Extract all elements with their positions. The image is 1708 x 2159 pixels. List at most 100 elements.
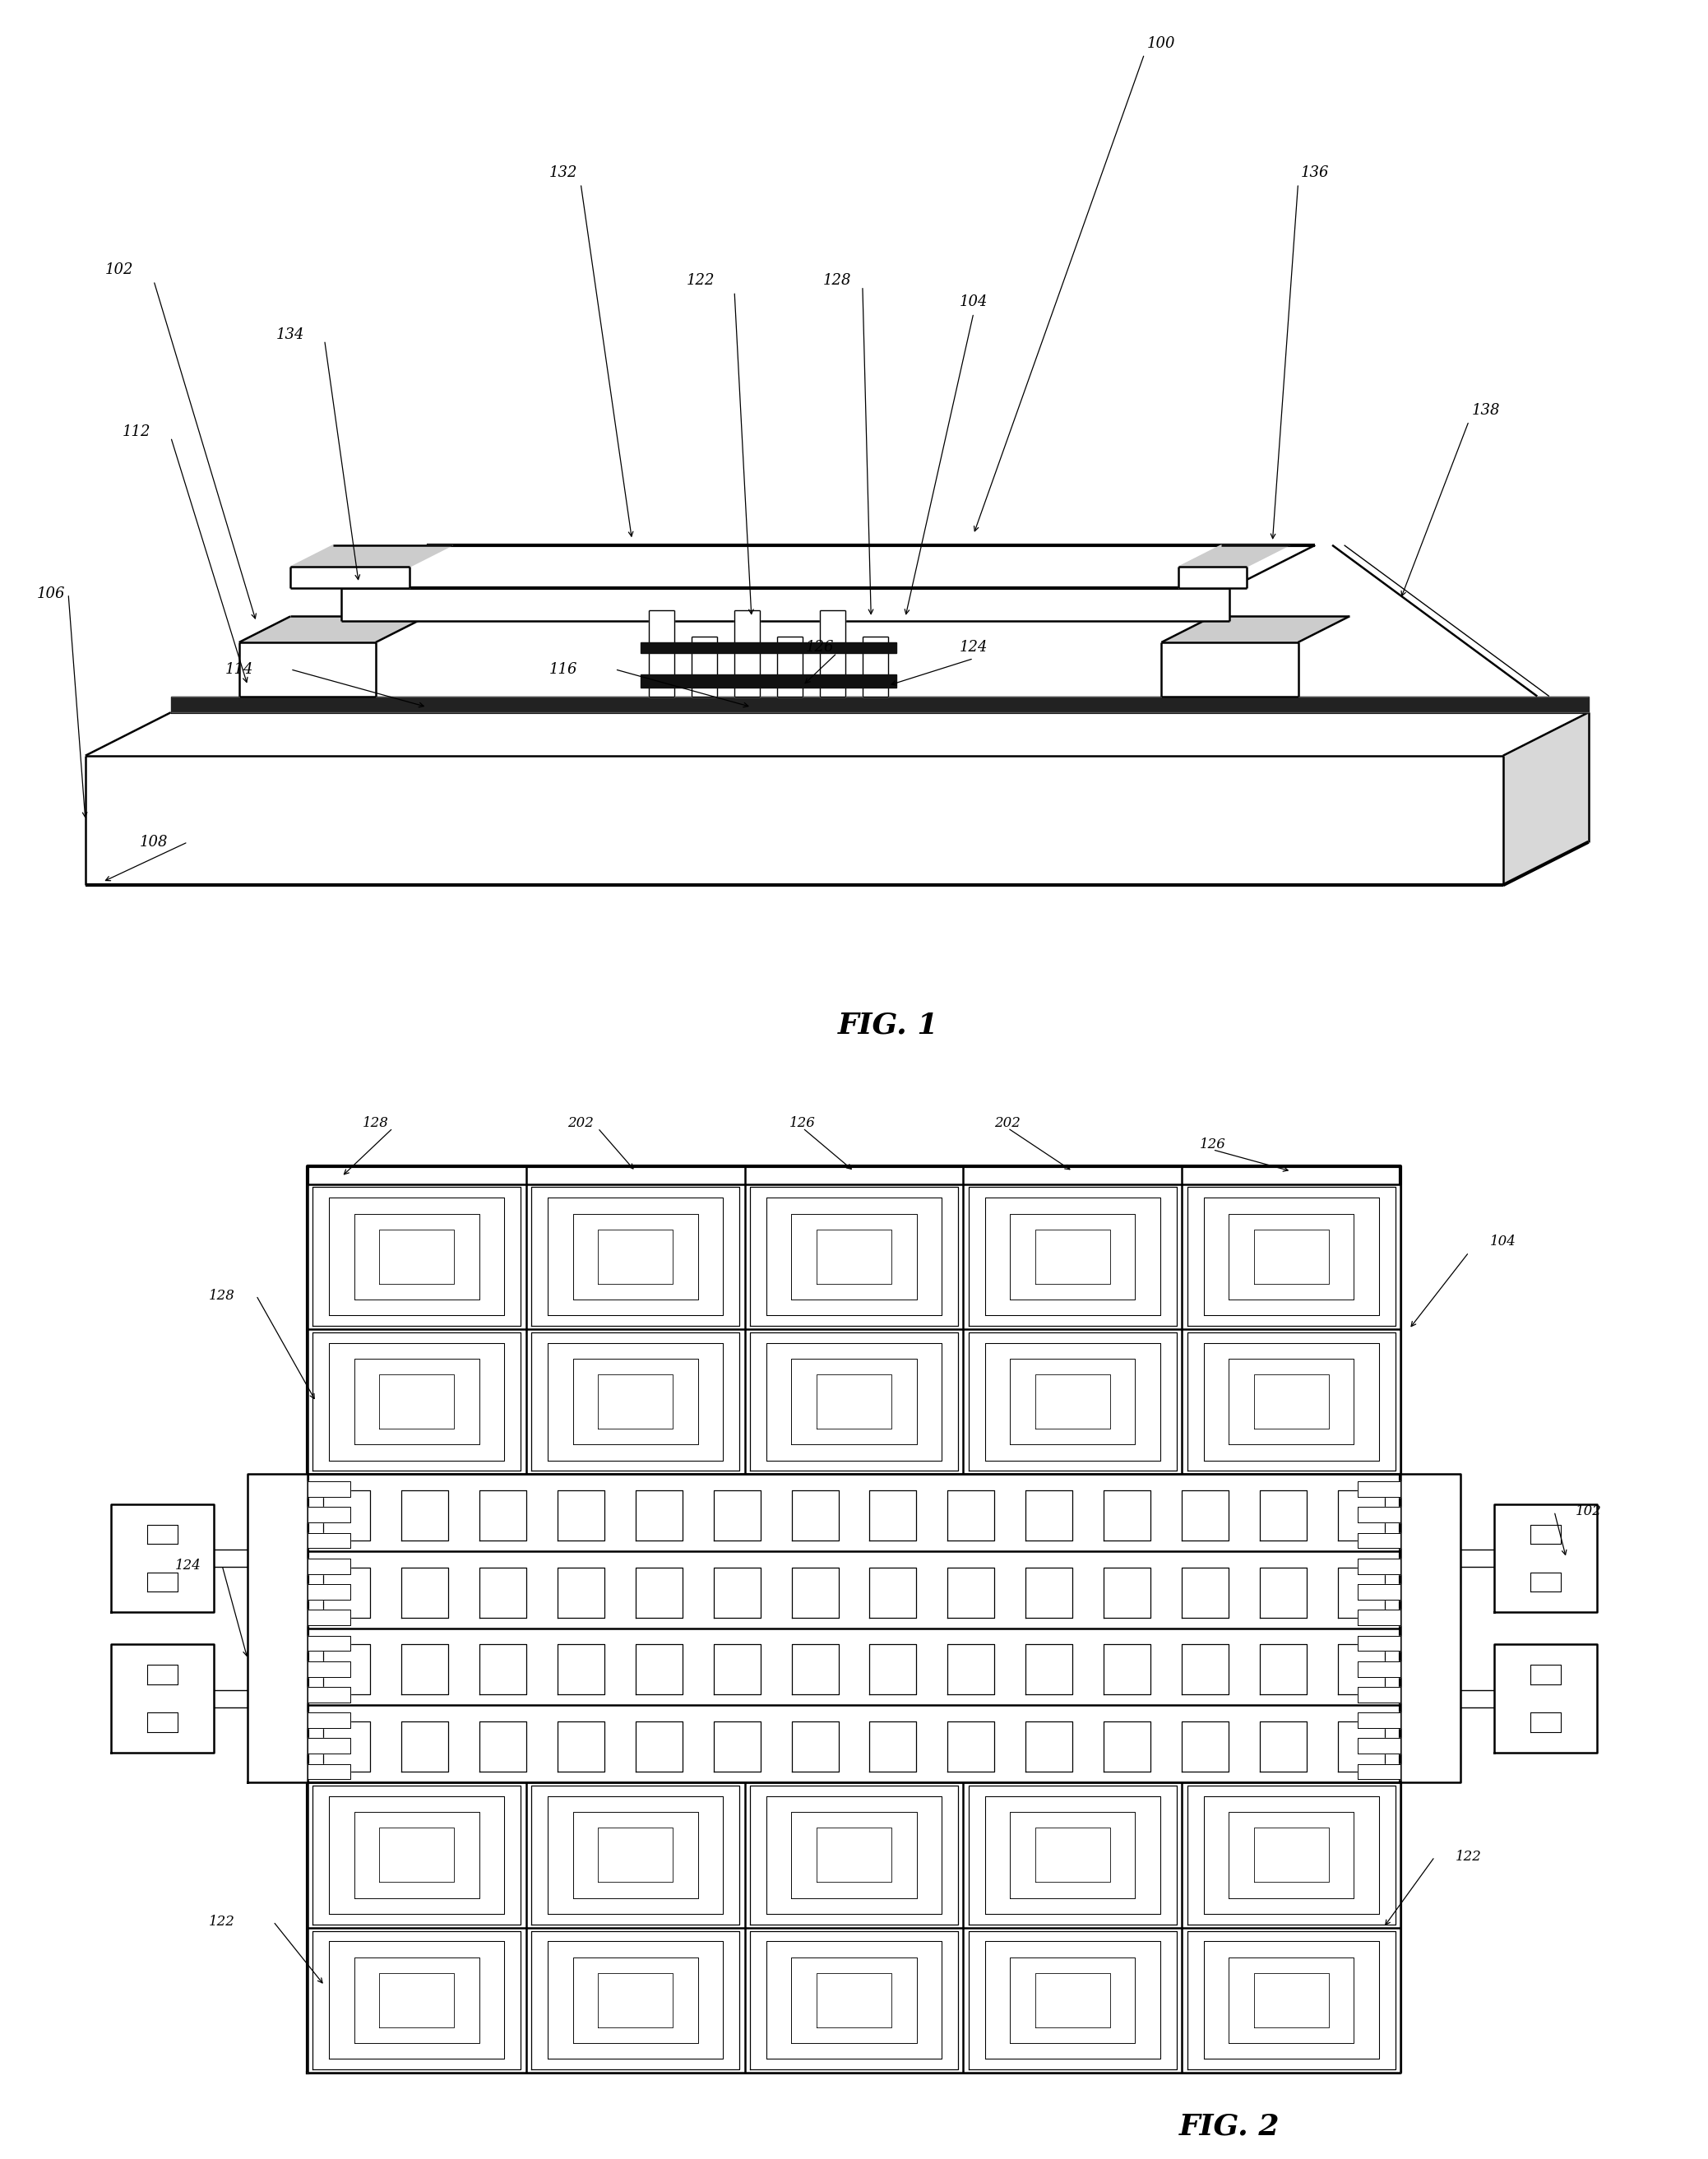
Polygon shape (1530, 1524, 1561, 1544)
Polygon shape (401, 1490, 447, 1542)
Polygon shape (557, 1567, 605, 1617)
Text: 134: 134 (277, 328, 304, 341)
Polygon shape (480, 1490, 526, 1542)
Polygon shape (307, 1585, 350, 1600)
Polygon shape (745, 1330, 963, 1475)
Text: 136: 136 (1301, 166, 1329, 179)
Polygon shape (863, 637, 888, 695)
Polygon shape (307, 1611, 350, 1626)
Polygon shape (342, 587, 1230, 622)
Text: 112: 112 (123, 425, 150, 438)
Polygon shape (307, 1330, 526, 1475)
Text: 132: 132 (550, 166, 577, 179)
Polygon shape (85, 712, 1588, 756)
Polygon shape (1460, 1550, 1494, 1567)
Polygon shape (480, 1721, 526, 1773)
Polygon shape (323, 1721, 371, 1773)
Polygon shape (1358, 1611, 1401, 1626)
Polygon shape (1261, 1721, 1307, 1773)
Polygon shape (1337, 1567, 1385, 1617)
Text: 114: 114 (225, 663, 253, 676)
Polygon shape (635, 1721, 681, 1773)
Polygon shape (1503, 712, 1588, 885)
Polygon shape (557, 1490, 605, 1542)
Polygon shape (480, 1645, 526, 1695)
Polygon shape (1182, 1645, 1228, 1695)
Polygon shape (948, 1721, 994, 1773)
Polygon shape (1027, 1645, 1073, 1695)
Polygon shape (1261, 1490, 1307, 1542)
Polygon shape (1182, 1721, 1228, 1773)
Polygon shape (791, 1721, 839, 1773)
Polygon shape (635, 1567, 681, 1617)
Polygon shape (1358, 1559, 1401, 1574)
Polygon shape (714, 1645, 760, 1695)
Polygon shape (1027, 1490, 1073, 1542)
Polygon shape (1103, 1645, 1151, 1695)
Text: 124: 124 (960, 641, 987, 654)
Polygon shape (401, 1645, 447, 1695)
Text: 104: 104 (960, 296, 987, 309)
Polygon shape (214, 1550, 248, 1567)
Polygon shape (1530, 1572, 1561, 1591)
Text: 126: 126 (789, 1116, 816, 1129)
Polygon shape (342, 544, 1315, 587)
Polygon shape (171, 695, 1588, 712)
Polygon shape (1182, 1928, 1401, 2073)
Polygon shape (1358, 1585, 1401, 1600)
Polygon shape (692, 637, 717, 695)
Polygon shape (307, 1183, 526, 1330)
Polygon shape (1494, 1645, 1597, 1753)
Polygon shape (526, 1928, 745, 2073)
Text: FIG. 2: FIG. 2 (1180, 2114, 1279, 2140)
Polygon shape (323, 1645, 371, 1695)
Polygon shape (1358, 1637, 1401, 1652)
Text: 128: 128 (208, 1289, 236, 1302)
Polygon shape (111, 1645, 214, 1753)
Polygon shape (649, 609, 675, 695)
Polygon shape (1103, 1721, 1151, 1773)
Polygon shape (557, 1645, 605, 1695)
Polygon shape (820, 609, 845, 695)
Polygon shape (1358, 1533, 1401, 1548)
Polygon shape (1161, 617, 1349, 643)
Polygon shape (791, 1490, 839, 1542)
Polygon shape (307, 1928, 526, 2073)
Text: 122: 122 (208, 1915, 236, 1928)
Polygon shape (307, 1637, 350, 1652)
Polygon shape (1179, 566, 1247, 587)
Polygon shape (1261, 1645, 1307, 1695)
Polygon shape (147, 1665, 178, 1684)
Polygon shape (248, 1475, 307, 1783)
Polygon shape (1460, 1690, 1494, 1708)
Polygon shape (948, 1645, 994, 1695)
Polygon shape (745, 1928, 963, 2073)
Polygon shape (307, 1507, 350, 1522)
Polygon shape (526, 1330, 745, 1475)
Text: 100: 100 (1148, 37, 1175, 50)
Text: 126: 126 (806, 641, 834, 654)
Polygon shape (1179, 544, 1290, 566)
Polygon shape (1161, 643, 1298, 695)
Text: 128: 128 (823, 274, 851, 287)
Polygon shape (1530, 1712, 1561, 1732)
Polygon shape (401, 1567, 447, 1617)
Text: 128: 128 (362, 1116, 389, 1129)
Text: 108: 108 (140, 836, 167, 848)
Polygon shape (526, 1783, 745, 1928)
Polygon shape (1103, 1490, 1151, 1542)
Polygon shape (948, 1567, 994, 1617)
Polygon shape (401, 1721, 447, 1773)
Text: 106: 106 (38, 587, 65, 600)
Text: 202: 202 (567, 1116, 594, 1129)
Polygon shape (1337, 1490, 1385, 1542)
Polygon shape (307, 1764, 350, 1779)
Polygon shape (307, 1712, 350, 1727)
Polygon shape (147, 1524, 178, 1544)
Polygon shape (948, 1490, 994, 1542)
Polygon shape (1358, 1738, 1401, 1753)
Polygon shape (1027, 1721, 1073, 1773)
Polygon shape (1530, 1665, 1561, 1684)
Polygon shape (1358, 1660, 1401, 1678)
Polygon shape (147, 1712, 178, 1732)
